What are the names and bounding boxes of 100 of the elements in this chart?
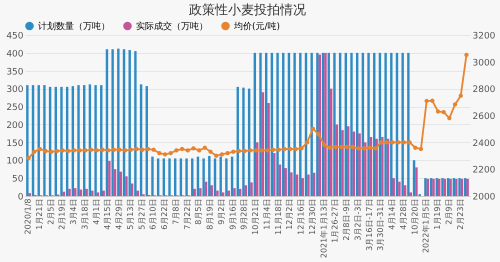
bar: [191, 158, 194, 196]
bar: [91, 190, 94, 196]
bar: [464, 178, 466, 196]
y-tick-label: 0: [18, 192, 24, 202]
legend-label: 实际成交（万吨）: [136, 20, 208, 32]
bar: [424, 178, 427, 196]
y-tick-label: 450: [6, 32, 24, 42]
x-tick-label: 12月30日: [308, 198, 317, 235]
bar: [114, 169, 116, 196]
y2-tick-label: 2600: [472, 112, 496, 122]
bar: [125, 176, 128, 196]
x-tick-label: 4月29日: [114, 198, 124, 230]
x-tick-label: 7月22日: [182, 198, 192, 230]
bar: [410, 192, 412, 196]
bar: [108, 160, 111, 196]
legend-label: 计划数量（万吨）: [38, 20, 110, 32]
x-tick-label: 5月13日: [126, 198, 135, 230]
y-tick-label: 250: [6, 103, 24, 114]
x-tick-label: 4月1日: [92, 198, 101, 225]
bar: [68, 188, 71, 196]
x-tick-label: 5月27日: [137, 198, 146, 230]
x-tick-label: 8月19日: [206, 198, 215, 230]
bar: [244, 185, 248, 196]
x-tick-label: 3月18日: [80, 198, 90, 230]
x-tick-label: 2月19日: [58, 198, 67, 230]
y-tick-label: 150: [6, 138, 24, 149]
bar: [398, 182, 401, 196]
legend-label: 均价(元/吨): [233, 20, 280, 32]
bar: [426, 178, 430, 196]
bar: [238, 188, 242, 196]
x-tick-label: 1月21日: [34, 198, 44, 230]
y-tick-label: 50: [12, 174, 24, 185]
bar: [458, 178, 461, 196]
x-tick-label: 4月15日: [103, 198, 112, 230]
bar: [446, 178, 450, 196]
x-tick-label: 2022年1月5日: [422, 198, 431, 254]
bar: [85, 188, 88, 196]
x-tick-label: 3月4日: [69, 198, 78, 225]
x-tick-label: 3月16日-17日: [364, 198, 374, 251]
bar: [202, 158, 205, 196]
bar: [225, 158, 228, 196]
x-tick-label: 4月14日: [388, 198, 397, 230]
bar: [444, 178, 446, 196]
x-tick-label: 11月18日: [274, 198, 283, 235]
bar: [185, 158, 188, 196]
bar: [72, 86, 74, 196]
bar: [438, 178, 440, 196]
x-tick-label: 3月2日-3日: [353, 198, 362, 241]
bar: [284, 168, 287, 196]
bar: [430, 178, 432, 196]
y2-tick-label: 2000: [472, 192, 496, 202]
bar: [222, 192, 224, 196]
bar: [180, 158, 182, 196]
y-tick-label: 400: [6, 49, 24, 60]
bar: [80, 190, 82, 196]
chart-title: 政策性小麦投拍情况: [189, 3, 306, 18]
y-tick-label: 300: [6, 85, 24, 96]
x-tick-label: 12月16日: [296, 198, 306, 235]
bar: [151, 156, 154, 196]
bar: [392, 178, 395, 196]
bar: [162, 158, 166, 196]
bar: [174, 158, 176, 196]
bar: [466, 178, 469, 196]
bar: [62, 192, 66, 196]
bar: [452, 178, 456, 196]
y2-tick-label: 2800: [472, 85, 496, 96]
bar: [130, 183, 134, 196]
bar: [204, 182, 208, 196]
x-tick-label: 10月20日: [410, 198, 420, 235]
x-tick-label: 9月28日: [240, 198, 249, 230]
y-tick-label: 200: [6, 120, 24, 131]
bar: [208, 156, 211, 196]
bar: [28, 193, 31, 196]
x-tick-label: 1月19日: [433, 198, 442, 230]
y2-tick-label: 3000: [472, 58, 496, 68]
bar: [193, 188, 196, 196]
bar: [390, 52, 393, 196]
bar: [228, 190, 230, 196]
bar: [120, 172, 122, 196]
x-tick-label: 3月30日-31日: [376, 198, 386, 251]
bar: [254, 52, 256, 196]
y-tick-label: 350: [6, 67, 24, 78]
bar: [344, 52, 348, 196]
x-tick-label: 2月5日: [46, 198, 56, 225]
bar: [196, 156, 200, 196]
y2-tick-label: 2200: [472, 166, 496, 176]
x-tick-label: 1月26-27日: [330, 198, 340, 243]
bar: [312, 172, 316, 196]
x-tick-label: 2021年1月13日: [319, 198, 328, 258]
bar: [449, 178, 452, 196]
bar: [216, 190, 219, 196]
bar: [296, 174, 298, 196]
x-tick-label: 10月21日: [251, 198, 260, 235]
x-tick-label: 12月2日: [285, 198, 294, 230]
bar: [210, 185, 213, 196]
bar: [250, 182, 253, 196]
x-tick-label: 2020/1/8: [24, 198, 33, 234]
x-tick-label: 9月16日: [228, 198, 238, 230]
x-tick-label: 4月28日: [398, 198, 408, 230]
x-tick-label: 9月2日: [216, 198, 226, 225]
